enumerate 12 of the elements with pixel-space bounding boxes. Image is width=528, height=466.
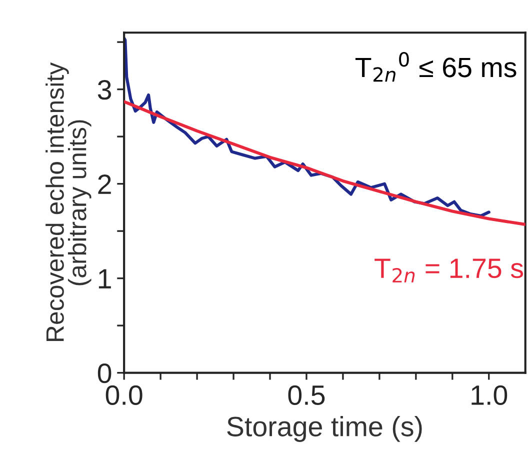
y-axis-title: Recovered echo intensity (arbitrary units) [46, 62, 92, 342]
y-tick-label: 0 [98, 363, 112, 384]
annotation: T$_{2n}$ = 1.75 s [374, 258, 523, 282]
y-tick-label: 1 [98, 269, 111, 288]
x-tick-label: 0.0 [106, 385, 142, 406]
x-axis-title: Storage time (s) [227, 416, 422, 442]
line-series [124, 100, 526, 226]
x-tick-label: 0.5 [288, 385, 325, 406]
x-tick-label: 1.0 [472, 385, 508, 406]
y-tick-label: 2 [98, 174, 111, 194]
annotation: T$_{2n}$$^{0}$ ≤ 65 ms [355, 52, 516, 82]
y-tick-label: 3 [98, 80, 112, 100]
